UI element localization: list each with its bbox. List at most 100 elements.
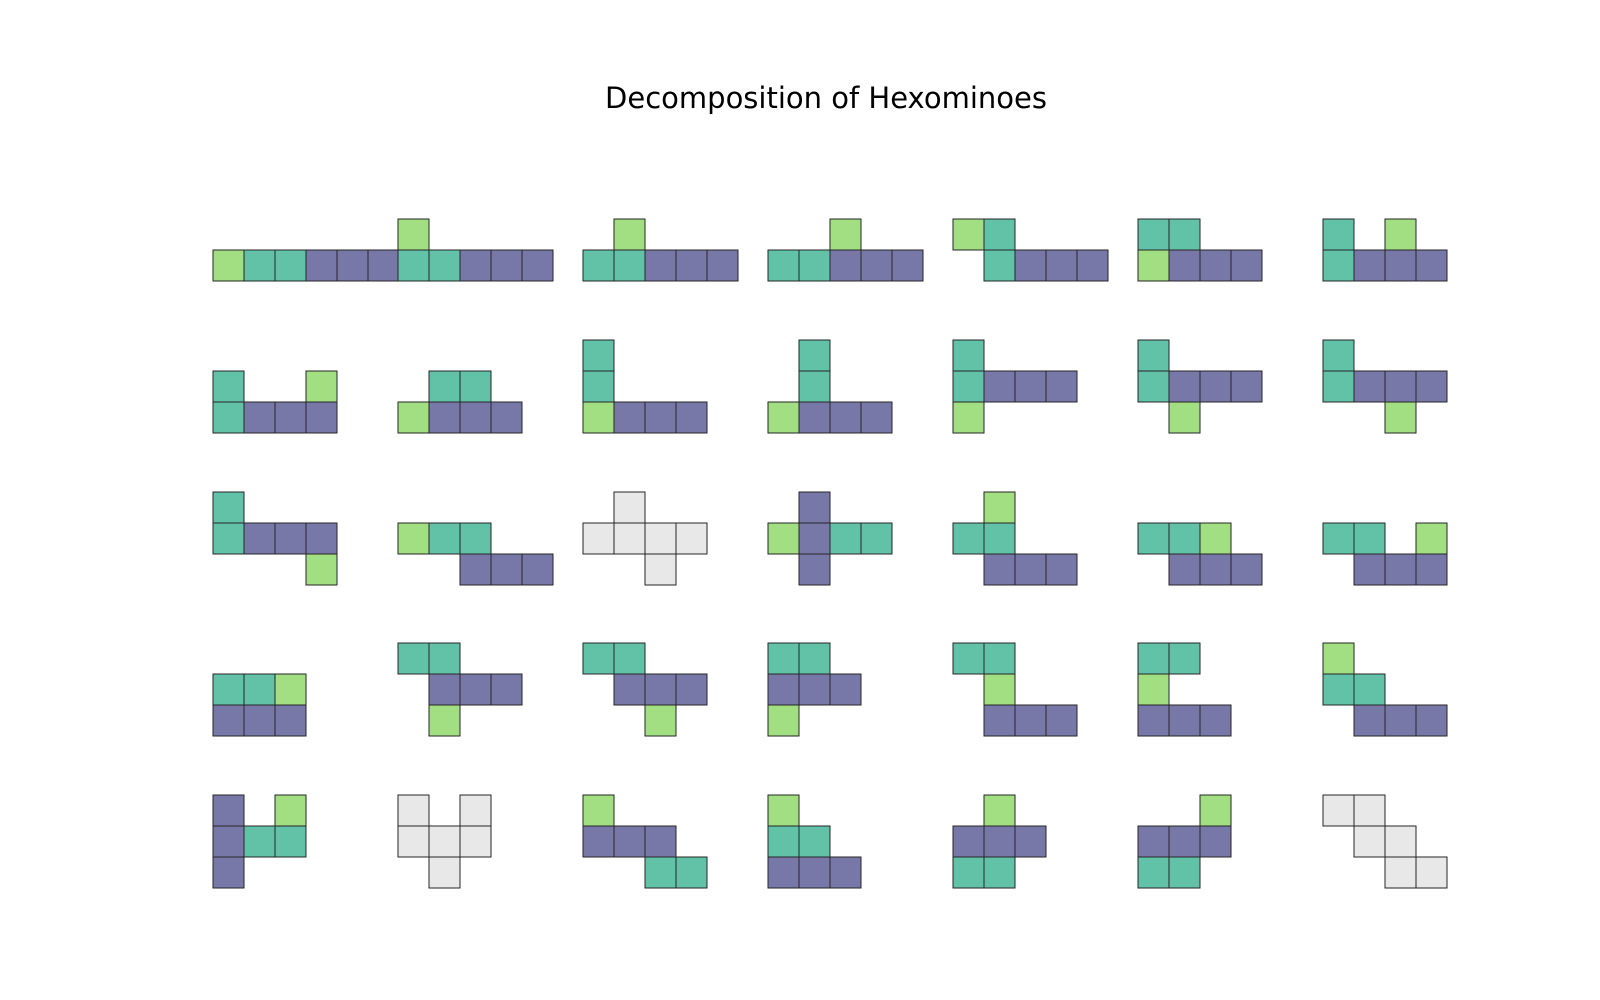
domino-cell bbox=[983, 642, 1016, 675]
domino-cell bbox=[798, 339, 831, 372]
domino-cell bbox=[459, 522, 492, 555]
tetromino-cell bbox=[212, 704, 245, 737]
monomino-cell bbox=[767, 704, 800, 737]
hexomino-19 bbox=[952, 491, 1078, 586]
undecomposed-cell bbox=[1353, 825, 1386, 858]
tetromino-cell bbox=[1199, 370, 1232, 403]
tetromino-cell bbox=[1168, 249, 1201, 282]
undecomposed-cell bbox=[1415, 856, 1448, 889]
domino-cell bbox=[397, 249, 430, 282]
tetromino-cell bbox=[459, 401, 492, 434]
monomino-cell bbox=[829, 218, 862, 251]
monomino-cell bbox=[274, 673, 307, 706]
monomino-cell bbox=[305, 370, 338, 403]
tetromino-cell bbox=[212, 856, 245, 889]
monomino-cell bbox=[1384, 401, 1417, 434]
monomino-cell bbox=[397, 401, 430, 434]
tetromino-cell bbox=[860, 249, 893, 282]
tetromino-cell bbox=[1045, 553, 1078, 586]
tetromino-cell bbox=[490, 401, 523, 434]
domino-cell bbox=[798, 825, 831, 858]
hexomino-26 bbox=[952, 642, 1078, 737]
tetromino-cell bbox=[1230, 553, 1263, 586]
tetromino-cell bbox=[767, 673, 800, 706]
tetromino-cell bbox=[891, 249, 924, 282]
domino-cell bbox=[1322, 218, 1355, 251]
tetromino-cell bbox=[1415, 553, 1448, 586]
tetromino-cell bbox=[644, 825, 677, 858]
monomino-cell bbox=[767, 522, 800, 555]
tetromino-cell bbox=[798, 673, 831, 706]
tetromino-cell bbox=[1384, 249, 1417, 282]
domino-cell bbox=[1322, 522, 1355, 555]
hexomino-24 bbox=[582, 642, 708, 737]
domino-cell bbox=[1137, 339, 1170, 372]
tetromino-cell bbox=[829, 401, 862, 434]
tetromino-cell bbox=[798, 553, 831, 586]
domino-cell bbox=[952, 339, 985, 372]
domino-cell bbox=[1168, 642, 1201, 675]
hexomino-11 bbox=[767, 339, 893, 434]
domino-cell bbox=[274, 249, 307, 282]
domino-cell bbox=[798, 370, 831, 403]
domino-cell bbox=[212, 370, 245, 403]
domino-cell bbox=[860, 522, 893, 555]
monomino-cell bbox=[1199, 522, 1232, 555]
domino-cell bbox=[1322, 673, 1355, 706]
tetromino-cell bbox=[613, 401, 646, 434]
domino-cell bbox=[1353, 673, 1386, 706]
hexomino-30 bbox=[397, 794, 492, 889]
tetromino-cell bbox=[983, 553, 1016, 586]
domino-cell bbox=[582, 370, 615, 403]
tetromino-cell bbox=[428, 401, 461, 434]
domino-cell bbox=[243, 825, 276, 858]
tetromino-cell bbox=[644, 401, 677, 434]
domino-cell bbox=[767, 249, 800, 282]
domino-cell bbox=[1168, 218, 1201, 251]
domino-cell bbox=[952, 522, 985, 555]
domino-cell bbox=[675, 856, 708, 889]
tetromino-cell bbox=[644, 249, 677, 282]
domino-cell bbox=[212, 673, 245, 706]
tetromino-cell bbox=[983, 825, 1016, 858]
monomino-cell bbox=[952, 401, 985, 434]
domino-cell bbox=[428, 249, 461, 282]
hexomino-5 bbox=[952, 218, 1109, 282]
domino-cell bbox=[274, 825, 307, 858]
undecomposed-cell bbox=[1384, 825, 1417, 858]
monomino-cell bbox=[397, 522, 430, 555]
domino-cell bbox=[1168, 522, 1201, 555]
hexomino-9 bbox=[397, 370, 523, 434]
domino-cell bbox=[983, 218, 1016, 251]
undecomposed-cell bbox=[397, 794, 430, 827]
hexomino-29 bbox=[212, 794, 307, 889]
tetromino-cell bbox=[459, 553, 492, 586]
hexomino-22 bbox=[212, 673, 307, 737]
tetromino-cell bbox=[1230, 370, 1263, 403]
tetromino-cell bbox=[613, 673, 646, 706]
tetromino-cell bbox=[521, 553, 554, 586]
tetromino-cell bbox=[490, 249, 523, 282]
hexomino-18 bbox=[767, 491, 893, 586]
tetromino-cell bbox=[459, 249, 492, 282]
monomino-cell bbox=[582, 401, 615, 434]
undecomposed-cell bbox=[459, 794, 492, 827]
domino-cell bbox=[212, 522, 245, 555]
monomino-cell bbox=[1322, 642, 1355, 675]
domino-cell bbox=[644, 856, 677, 889]
hexomino-34 bbox=[1137, 794, 1232, 889]
tetromino-cell bbox=[212, 825, 245, 858]
tetromino-cell bbox=[1137, 704, 1170, 737]
tetromino-cell bbox=[243, 401, 276, 434]
hexomino-23 bbox=[397, 642, 523, 737]
undecomposed-cell bbox=[1322, 794, 1355, 827]
undecomposed-cell bbox=[644, 522, 677, 555]
hexomino-20 bbox=[1137, 522, 1263, 586]
domino-cell bbox=[983, 522, 1016, 555]
hexomino-32 bbox=[767, 794, 862, 889]
domino-cell bbox=[397, 642, 430, 675]
monomino-cell bbox=[613, 218, 646, 251]
domino-cell bbox=[613, 642, 646, 675]
tetromino-cell bbox=[428, 673, 461, 706]
domino-cell bbox=[1137, 856, 1170, 889]
